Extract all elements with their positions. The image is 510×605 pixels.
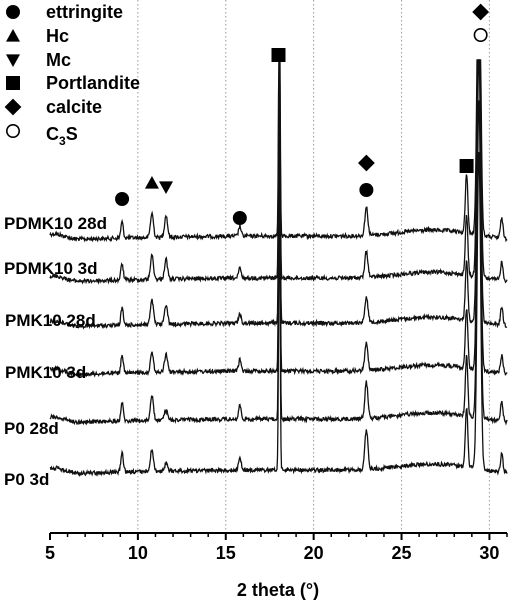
legend-label-ettringite: ettringite xyxy=(46,2,123,22)
x-axis: 5 10 15 20 25 30 xyxy=(45,532,508,563)
x-axis-label: 2 theta (°) xyxy=(237,580,319,600)
legend: ettringite Hc Mc Portlandite calcite C3S xyxy=(4,2,140,148)
peak-marker-filled-circle-6 xyxy=(359,183,374,197)
x-tick-label-5: 5 xyxy=(45,543,55,563)
x-tick-label-25: 25 xyxy=(392,543,412,563)
peak-marker-filled-triangle-up-1 xyxy=(144,176,159,189)
series-label-0: PDMK10 28d xyxy=(4,214,107,233)
grid-lines xyxy=(137,0,490,533)
peak-marker-filled-square-7 xyxy=(459,159,474,173)
legend-marker-filled-diamond xyxy=(4,98,22,116)
peak-markers xyxy=(115,3,490,225)
legend-marker-open-circle xyxy=(6,124,20,139)
legend-label-hc: Hc xyxy=(46,26,69,46)
peak-marker-filled-circle-3 xyxy=(232,211,247,225)
peak-marker-filled-square-4 xyxy=(271,48,286,62)
peak-marker-open-circle-8 xyxy=(473,27,488,42)
x-tick-label-30: 30 xyxy=(479,543,499,563)
peak-marker-filled-diamond-5 xyxy=(357,154,375,172)
series-labels: PDMK10 28d PDMK10 3d PMK10 28d PMK10 3d P0 2… xyxy=(4,214,107,489)
series-label-2: PMK10 28d xyxy=(5,311,96,330)
trace-p0-3d xyxy=(49,152,508,478)
peak-marker-filled-triangle-down-2 xyxy=(159,181,174,194)
legend-label-calcite: calcite xyxy=(46,97,102,117)
legend-label-mc: Mc xyxy=(46,50,71,70)
legend-marker-filled-triangle-down xyxy=(6,54,20,67)
x-tick-label-20: 20 xyxy=(304,543,324,563)
peak-marker-filled-diamond-9 xyxy=(472,3,490,21)
series-label-1: PDMK10 3d xyxy=(4,259,98,278)
legend-label-portlandite: Portlandite xyxy=(46,73,140,93)
x-tick-label-10: 10 xyxy=(128,543,148,563)
series-label-4: P0 28d xyxy=(4,419,59,438)
legend-label-c3s: C3S xyxy=(46,124,78,148)
legend-marker-filled-circle xyxy=(6,5,20,19)
legend-marker-filled-square xyxy=(6,76,20,90)
legend-marker-filled-triangle-up xyxy=(6,29,20,42)
peak-marker-filled-circle-0 xyxy=(115,192,130,206)
series-label-5: P0 3d xyxy=(4,470,49,489)
x-tick-label-15: 15 xyxy=(216,543,236,563)
traces xyxy=(49,59,508,478)
series-label-3: PMK10 3d xyxy=(5,363,86,382)
